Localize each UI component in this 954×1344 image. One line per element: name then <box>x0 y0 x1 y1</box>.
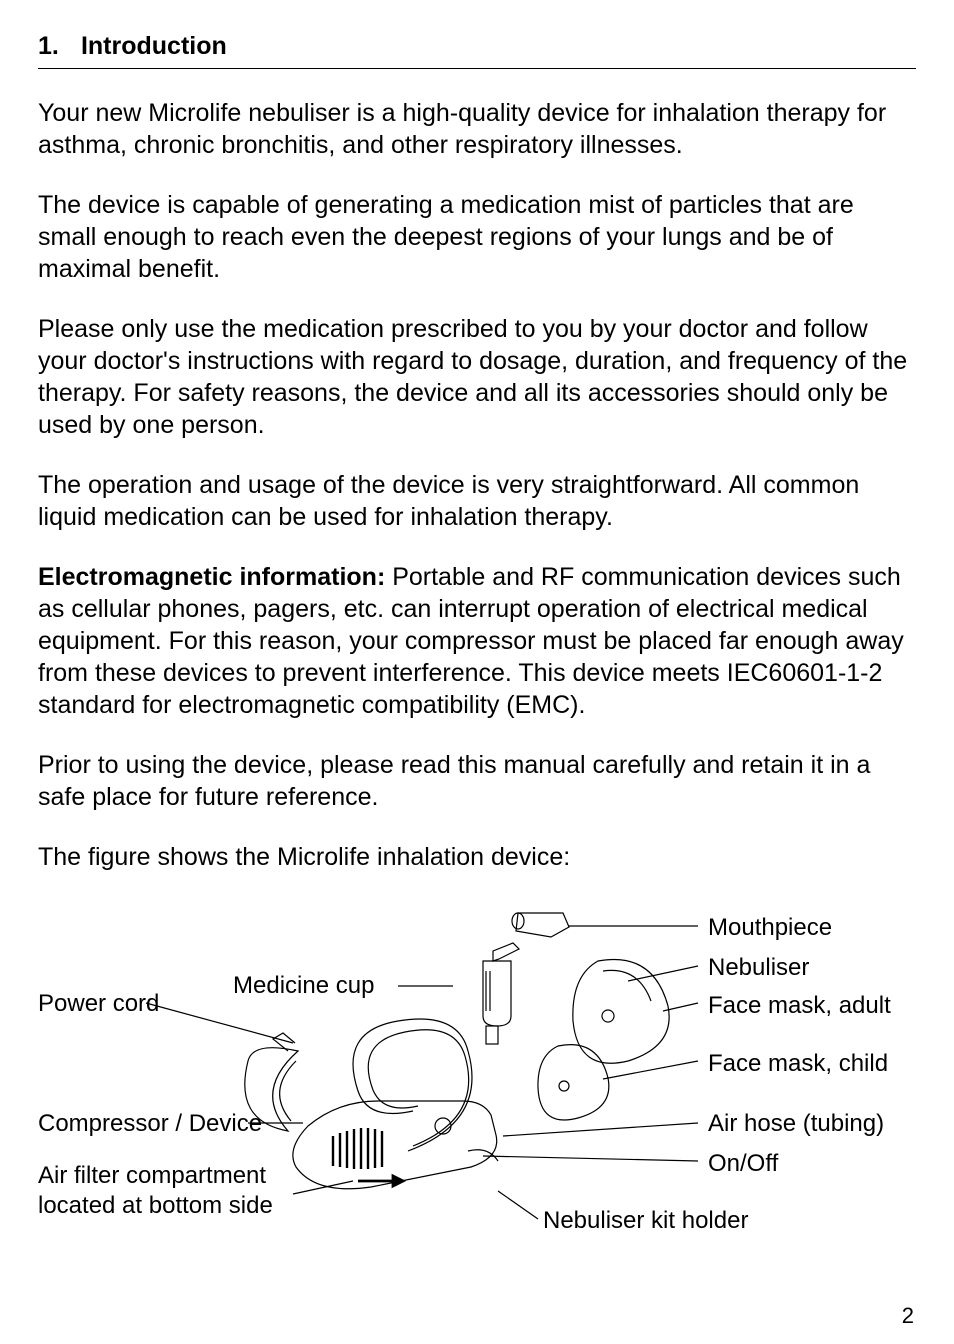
section-title: Introduction <box>81 32 227 60</box>
paragraph-intro-1: Your new Microlife nebuliser is a high-q… <box>38 97 916 161</box>
label-kit-holder: Nebuliser kit holder <box>543 1206 748 1237</box>
device-figure: Power cord Medicine cup Compressor / Dev… <box>38 901 908 1241</box>
label-face-mask-child: Face mask, child <box>708 1049 888 1080</box>
label-compressor: Compressor / Device <box>38 1109 262 1140</box>
label-nebuliser: Nebuliser <box>708 953 809 984</box>
label-air-filter: Air filter compartment located at bottom… <box>38 1161 278 1221</box>
page-number: 2 <box>902 1302 914 1330</box>
paragraph-intro-3: Please only use the medication prescribe… <box>38 313 916 441</box>
label-face-mask-adult: Face mask, adult <box>708 991 891 1022</box>
paragraph-read-manual: Prior to using the device, please read t… <box>38 749 916 813</box>
label-power-cord: Power cord <box>38 989 159 1020</box>
paragraph-figure-caption: The figure shows the Microlife inhalatio… <box>38 841 916 873</box>
label-on-off: On/Off <box>708 1149 778 1180</box>
section-number: 1. <box>38 30 74 62</box>
paragraph-intro-4: The operation and usage of the device is… <box>38 469 916 533</box>
label-medicine-cup: Medicine cup <box>233 971 374 1002</box>
paragraph-intro-2: The device is capable of generating a me… <box>38 189 916 285</box>
emc-lead: Electromagnetic information: <box>38 563 385 591</box>
label-mouthpiece: Mouthpiece <box>708 913 832 944</box>
section-heading: 1. Introduction <box>38 30 916 69</box>
paragraph-emc: Electromagnetic information: Portable an… <box>38 561 916 721</box>
label-air-hose: Air hose (tubing) <box>708 1109 884 1140</box>
